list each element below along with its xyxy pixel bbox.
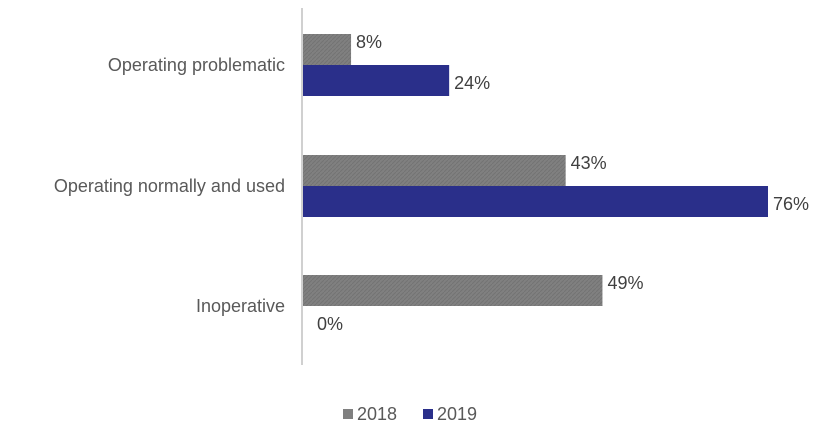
bar-2018 xyxy=(302,34,352,65)
data-label-2018: 43% xyxy=(571,153,607,173)
bar-2019 xyxy=(302,65,450,96)
bar-2018 xyxy=(302,275,603,306)
bar-2019 xyxy=(302,186,768,217)
category-label: Operating normally and used xyxy=(54,176,285,196)
data-label-2019: 24% xyxy=(454,73,490,93)
data-label-2018: 49% xyxy=(607,273,643,293)
category-label: Inoperative xyxy=(196,296,285,316)
legend-swatch-2018 xyxy=(343,409,353,419)
category-label: Operating problematic xyxy=(108,55,285,75)
data-label-2019: 76% xyxy=(773,194,809,214)
bar-2018 xyxy=(302,155,566,186)
legend-label-2018: 2018 xyxy=(357,404,397,424)
legend-swatch-2019 xyxy=(423,409,433,419)
legend-label-2019: 2019 xyxy=(437,404,477,424)
legend: 2018 2019 xyxy=(343,404,477,424)
plot-area: Operating problematic 8% 24% Operating norm… xyxy=(54,32,809,334)
data-label-2019: 0% xyxy=(317,314,343,334)
data-label-2018: 8% xyxy=(356,32,382,52)
